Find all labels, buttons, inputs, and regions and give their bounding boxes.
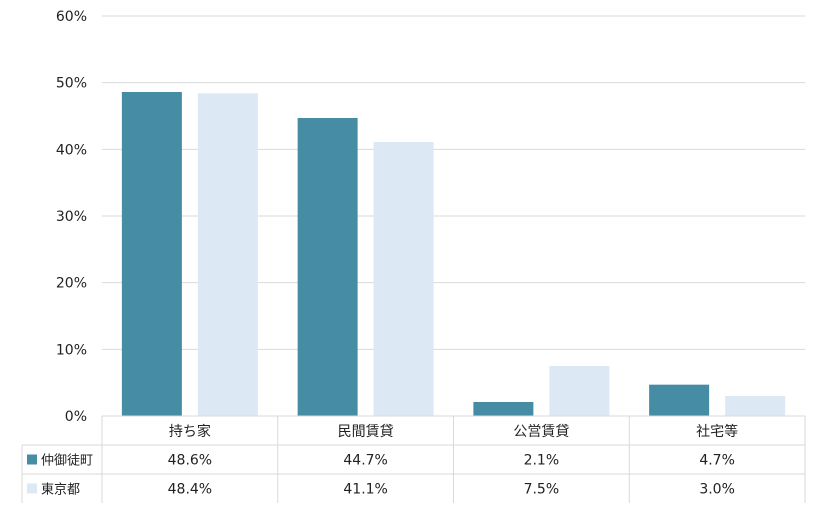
data-label: 3.0%	[699, 482, 735, 498]
bar	[197, 93, 258, 416]
y-tick-label: 10%	[56, 342, 87, 358]
y-tick-label: 0%	[65, 409, 87, 425]
x-tick-label: 持ち家	[169, 423, 211, 440]
data-label: 44.7%	[343, 453, 387, 469]
legend-swatch	[27, 483, 37, 494]
data-label: 48.6%	[168, 453, 212, 469]
data-label: 2.1%	[524, 453, 560, 469]
bar	[297, 118, 358, 416]
x-tick-label: 社宅等	[696, 423, 738, 440]
y-tick-label: 40%	[56, 142, 87, 158]
data-label: 41.1%	[343, 482, 387, 498]
x-tick-label: 民間賃貸	[338, 424, 394, 440]
legend-swatch	[27, 454, 37, 465]
bar	[725, 396, 786, 416]
legend-label: 仲御徒町	[41, 454, 93, 469]
bar	[549, 366, 610, 416]
data-label: 48.4%	[168, 482, 212, 498]
bar	[649, 384, 710, 416]
y-tick-label: 60%	[56, 9, 87, 25]
bar	[121, 92, 182, 416]
legend-label: 東京都	[41, 482, 80, 498]
data-label: 4.7%	[699, 453, 735, 469]
y-tick-label: 30%	[56, 209, 87, 225]
bar	[473, 402, 534, 416]
bar	[373, 142, 434, 416]
y-tick-label: 20%	[56, 276, 87, 292]
data-label: 7.5%	[524, 482, 560, 498]
x-tick-label: 公営賃貸	[513, 424, 569, 440]
y-tick-label: 50%	[56, 76, 87, 92]
